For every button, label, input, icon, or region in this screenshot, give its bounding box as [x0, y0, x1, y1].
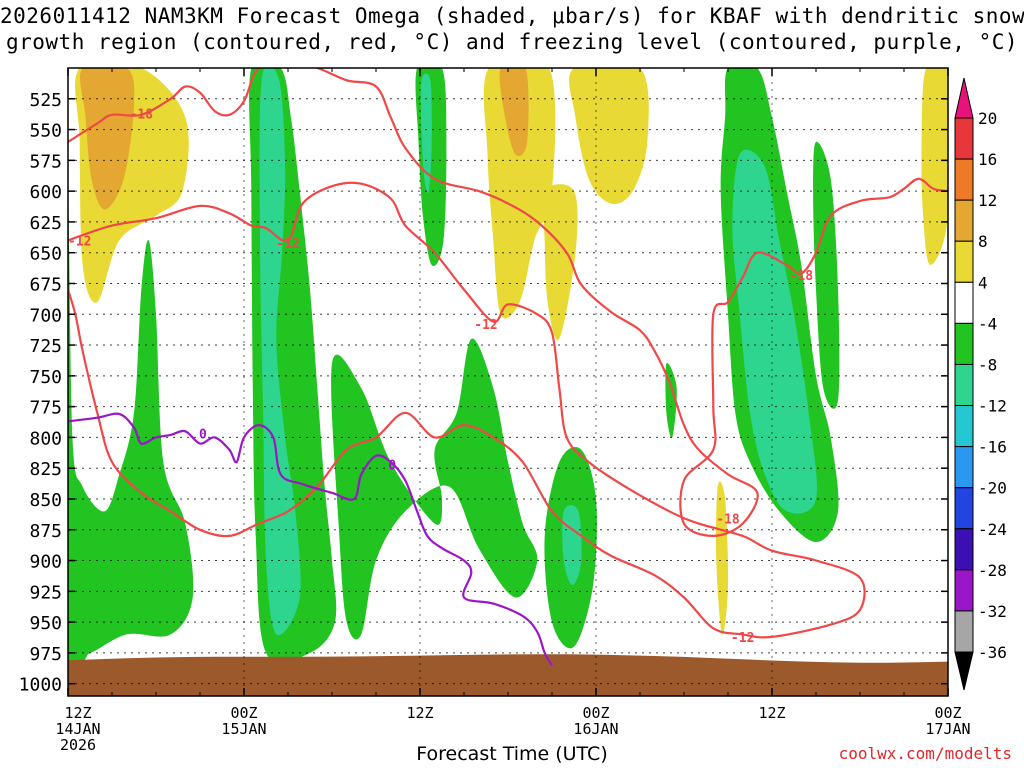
x-tick-label: 12Z: [64, 704, 91, 722]
freezing-level-contour: [68, 412, 553, 666]
omega-region-yellow-dev-23z: [921, 68, 948, 265]
y-tick-label: 950: [29, 613, 62, 634]
chart-title-line1: 2026011412 NAM3KM Forecast Omega (shaded…: [0, 4, 1024, 28]
freezing-level-contour-label: 0: [388, 459, 396, 474]
omega-region-teal-up-13z: [420, 73, 432, 194]
y-tick-label: 700: [29, 305, 62, 326]
x-tick-label: 00Z: [934, 704, 961, 722]
y-tick-label: 775: [29, 398, 62, 419]
colorbar-label: -28: [978, 561, 1007, 580]
x-tick-label: 14JAN: [55, 720, 100, 738]
colorbar-label: 16: [978, 150, 997, 169]
omega-region-yellow-dev-22z: [569, 68, 649, 204]
x-tick-label: 16JAN: [573, 720, 618, 738]
x-tick-label: 00Z: [582, 704, 609, 722]
omega-region-teal-up-00z-col: [259, 68, 301, 636]
colorbar-segment: [954, 487, 974, 530]
colorbar-label: -32: [978, 602, 1007, 621]
y-tick-label: 550: [29, 121, 62, 142]
x-tick-label: 2026: [60, 736, 96, 754]
dgz-contour-minus18-label: -18: [790, 269, 814, 284]
omega-region-yellow-dev-20z: [542, 184, 578, 341]
colorbar-label: -20: [978, 479, 1007, 498]
colorbar-label: -16: [978, 438, 1007, 457]
colorbar-label: -4: [978, 314, 997, 333]
colorbar-segment: [954, 240, 974, 283]
colorbar-label: 8: [978, 232, 988, 251]
y-tick-label: 825: [29, 459, 62, 480]
dgz-contour-minus12: [68, 181, 866, 639]
omega-region-green-up-mid: [331, 338, 538, 640]
freezing-level-contour-label: 0: [199, 428, 207, 443]
dgz-contour-minus18: [68, 68, 948, 538]
colorbar-segment: [954, 405, 974, 448]
credit-text: coolwx.com/modelts: [838, 744, 1012, 763]
colorbar-segment: [954, 322, 974, 365]
y-tick-label: 850: [29, 490, 62, 511]
dgz-contour-minus12-label: -12: [731, 631, 754, 646]
x-tick-label: 15JAN: [221, 720, 266, 738]
y-tick-label: 800: [29, 428, 62, 449]
colorbar-label: -36: [978, 643, 1007, 662]
y-tick-label: 650: [29, 244, 62, 265]
x-tick-label: 00Z: [230, 704, 257, 722]
omega-region-yellow-dev-18z: [483, 68, 556, 319]
colorbar-bottom-arrow: [954, 651, 974, 691]
colorbar-label: -12: [978, 397, 1007, 416]
colorbar-segment: [954, 363, 974, 407]
x-tick-label: 12Z: [758, 704, 785, 722]
colorbar-segment: [954, 569, 974, 612]
omega-region-orange-dev-1: [80, 68, 135, 210]
y-tick-label: 675: [29, 274, 62, 295]
dgz-contour-minus18-label: -18: [130, 108, 154, 123]
colorbar-segment: [954, 446, 974, 489]
y-tick-label: 925: [29, 582, 62, 603]
y-tick-label: 875: [29, 521, 62, 542]
colorbar-label: 4: [978, 273, 988, 292]
dgz-contour-minus12-label: -12: [474, 318, 497, 333]
x-axis-title: Forecast Time (UTC): [416, 743, 608, 765]
dgz-contour-minus12-label: -12: [68, 234, 91, 249]
x-tick-label: 17JAN: [925, 720, 970, 738]
y-tick-label: 525: [29, 90, 62, 111]
colorbar-segment: [954, 281, 974, 324]
dgz-contour-minus18-label: -18: [716, 513, 740, 528]
colorbar-segment: [954, 117, 974, 160]
y-tick-label: 600: [29, 182, 62, 203]
dgz-contour-minus12-label: -12: [276, 237, 299, 252]
omega-region-teal-up-10z: [732, 149, 818, 514]
colorbar-label: -24: [978, 520, 1007, 539]
omega-region-green-up-17z: [813, 141, 840, 409]
colorbar-segment: [954, 610, 974, 653]
colorbar-label: 12: [978, 191, 997, 210]
colorbar-top-arrow: [954, 77, 974, 119]
colorbar-segment: [954, 199, 974, 242]
colorbar-segment: [954, 528, 974, 571]
y-tick-label: 900: [29, 552, 62, 573]
terrain-ground: [68, 654, 948, 696]
x-tick-label: 12Z: [406, 704, 433, 722]
omega-region-green-up-early: [68, 187, 194, 688]
y-tick-label: 625: [29, 213, 62, 234]
y-tick-label: 750: [29, 367, 62, 388]
y-tick-label: 1000: [19, 675, 62, 696]
y-tick-label: 575: [29, 151, 62, 172]
colorbar-segment: [954, 158, 974, 201]
omega-region-orange-dev-18z: [499, 68, 529, 157]
colorbar-label: -8: [978, 355, 997, 374]
omega-region-yellow-dev-11z: [715, 481, 729, 635]
y-tick-label: 725: [29, 336, 62, 357]
y-tick-label: 975: [29, 644, 62, 665]
colorbar-label: 20: [978, 109, 997, 128]
chart-title-line2: growth region (contoured, red, °C) and f…: [5, 30, 1019, 54]
